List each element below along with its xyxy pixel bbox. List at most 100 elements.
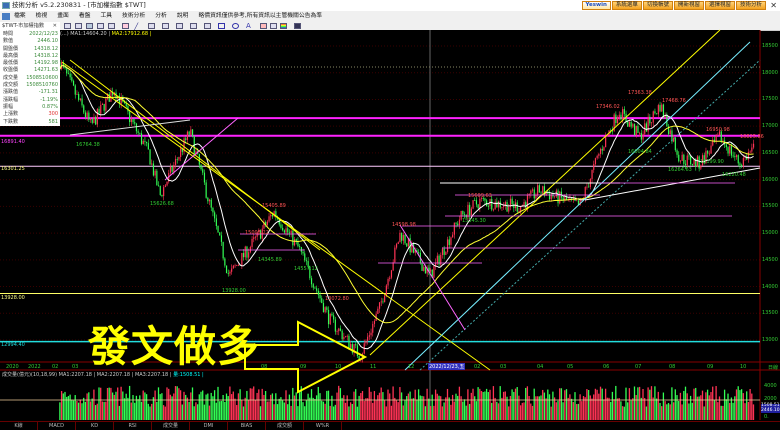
volume-bar xyxy=(324,403,326,420)
candle xyxy=(618,114,620,118)
candle xyxy=(309,266,311,279)
candle xyxy=(232,265,234,269)
volume-bar xyxy=(747,402,750,420)
menu-screen[interactable]: 畫面 xyxy=(57,13,69,19)
volume-bar xyxy=(315,395,318,420)
indicator-tab[interactable]: DMI xyxy=(190,422,228,430)
price-annotation: 14345.89 xyxy=(258,257,282,263)
volume-bar xyxy=(120,386,122,420)
save-icon[interactable] xyxy=(294,23,301,29)
yeswin-logo-button[interactable]: Yeswin xyxy=(581,1,611,10)
fibonacci-icon[interactable] xyxy=(176,23,183,29)
volume-bar xyxy=(145,394,148,420)
system-menu-button[interactable]: 系統選單 xyxy=(611,1,642,10)
menu-help[interactable]: 說明 xyxy=(176,13,189,19)
volume-bar xyxy=(239,389,241,420)
candle xyxy=(237,264,240,266)
line-chart-icon[interactable] xyxy=(75,23,82,29)
kline-chart-icon[interactable] xyxy=(86,23,93,29)
candle xyxy=(244,246,246,258)
volume-bar xyxy=(661,406,663,420)
technical-analysis-button[interactable]: 技術分析 xyxy=(735,1,766,10)
info-row: 最高價 14318.12 xyxy=(0,53,60,60)
select-window-button[interactable]: 選擇視窗 xyxy=(704,1,735,10)
indicator-tab[interactable]: RSI xyxy=(114,422,152,430)
panel-tab[interactable]: $TWT-市加權指數 ✕ xyxy=(0,22,60,31)
eraser-icon[interactable] xyxy=(260,23,267,29)
volume-bar xyxy=(683,390,685,420)
volume-bar xyxy=(230,394,233,420)
chart-tool-icon[interactable] xyxy=(64,23,71,29)
candle xyxy=(156,170,158,186)
indicator-tab[interactable]: KD xyxy=(76,422,114,430)
candle xyxy=(443,248,445,255)
volume-bar xyxy=(584,397,586,420)
arrow-icon[interactable] xyxy=(204,23,211,29)
indicator-tab[interactable]: BIAS xyxy=(228,422,266,430)
menu-tools[interactable]: 工具 xyxy=(100,13,113,19)
volume-bar xyxy=(79,399,81,420)
menu-technical[interactable]: 技術分析 xyxy=(122,13,146,19)
candle xyxy=(324,307,326,313)
close-icon[interactable]: ✕ xyxy=(770,1,777,10)
candle xyxy=(321,298,323,303)
line-tool-icon[interactable]: ╱ xyxy=(134,23,139,31)
panel-icon[interactable] xyxy=(97,23,104,29)
new-window-button[interactable]: 開新視窗 xyxy=(673,1,704,10)
volume-bar xyxy=(555,402,557,420)
candle xyxy=(203,172,206,183)
indicator-tab[interactable]: 成交額 xyxy=(266,422,304,430)
volume-bar xyxy=(438,395,440,420)
volume-bar xyxy=(548,394,551,420)
volume-bar xyxy=(378,392,381,420)
menu-file[interactable]: 檔案 xyxy=(14,13,26,19)
volume-bar xyxy=(249,388,251,420)
candle xyxy=(100,104,102,114)
menu-analysis[interactable]: 分析 xyxy=(155,13,167,19)
candle xyxy=(506,202,508,212)
x-axis-label: 08 xyxy=(261,364,268,370)
candle xyxy=(484,198,486,201)
color-palette-icon[interactable] xyxy=(280,23,287,29)
rectangle-icon[interactable] xyxy=(218,23,225,29)
indicator-tab[interactable]: K線 xyxy=(0,422,38,430)
candle xyxy=(344,336,347,338)
ellipse-icon[interactable] xyxy=(232,23,239,29)
candle xyxy=(652,111,654,123)
trendline-icon[interactable] xyxy=(148,23,155,29)
candle xyxy=(520,206,522,211)
clear-icon[interactable] xyxy=(270,23,277,29)
volume-bar xyxy=(60,390,63,420)
menu-watch[interactable]: 看盤 xyxy=(78,13,91,19)
volume-bar xyxy=(414,389,416,420)
candle xyxy=(661,104,663,112)
vertical-lines-icon[interactable] xyxy=(162,23,169,29)
volume-bar xyxy=(399,387,401,420)
info-label: 成交量 xyxy=(3,74,19,81)
indicator-tab[interactable]: W%R xyxy=(304,422,342,430)
volume-bar xyxy=(215,402,217,420)
menu-view[interactable]: 檢視 xyxy=(35,13,48,19)
volume-bar xyxy=(569,394,571,420)
volume-bar xyxy=(662,392,665,420)
indicator-tab[interactable]: 成交量 xyxy=(152,422,190,430)
candle xyxy=(705,150,707,164)
volume-bar xyxy=(312,397,314,420)
indicator-tab[interactable]: MACD xyxy=(38,422,76,430)
text-icon[interactable]: A xyxy=(246,22,251,30)
switch-account-button[interactable]: 切換帳號 xyxy=(642,1,673,10)
panel-close-icon[interactable]: ✕ xyxy=(52,23,57,29)
x-axis-label: 10 xyxy=(740,364,747,370)
volume-bar xyxy=(285,390,287,420)
volume-bar xyxy=(559,388,561,420)
volume-bar xyxy=(156,401,158,420)
trend-line xyxy=(69,119,191,136)
channel-icon[interactable] xyxy=(190,23,197,29)
pen-icon[interactable] xyxy=(122,23,129,29)
volume-bar xyxy=(689,395,692,420)
window-icon[interactable] xyxy=(108,23,115,29)
candle xyxy=(747,152,750,160)
volume-bar xyxy=(341,397,343,420)
volume-bar xyxy=(193,406,195,420)
